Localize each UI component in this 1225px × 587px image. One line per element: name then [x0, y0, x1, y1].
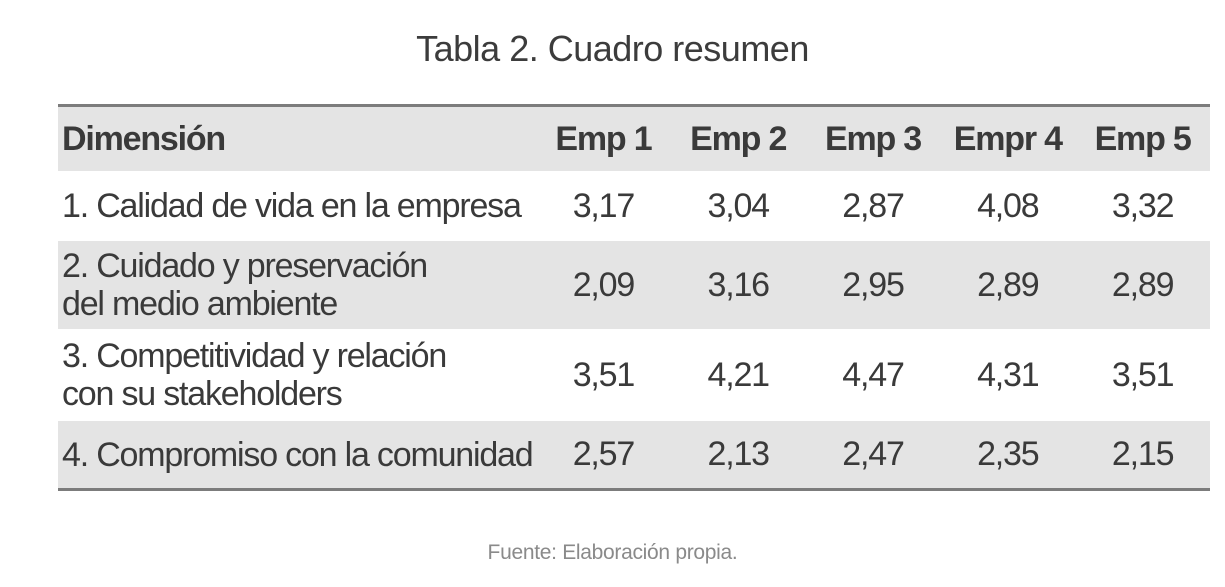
table-cell: 2,87	[842, 186, 905, 225]
summary-table-container: Dimensión Emp 1 Emp 2 Emp 3 Empr 4 Emp 5…	[58, 104, 1210, 491]
table-row: 2. Cuidado y preservación del medio ambi…	[58, 240, 1210, 330]
row-dimension-label: 1. Calidad de vida en la empresa	[62, 187, 522, 225]
table-cell: 4,47	[842, 355, 905, 394]
row-dimension-label: 3. Competitividad y relación con su stak…	[62, 337, 447, 413]
header-emp-1: Emp 1	[555, 119, 652, 158]
table-cell: 3,17	[572, 186, 636, 225]
table-cell: 2,89	[1111, 265, 1175, 304]
header-emp-5: Emp 5	[1094, 119, 1192, 158]
table-cell: 3,51	[572, 355, 636, 394]
table-cell: 2,15	[1111, 435, 1175, 473]
table-cell: 2,57	[572, 435, 636, 473]
summary-table: Dimensión Emp 1 Emp 2 Emp 3 Empr 4 Emp 5…	[58, 107, 1210, 488]
header-emp-2: Emp 2	[690, 119, 787, 158]
table-row: 4. Compromiso con la comunidad 2,57 2,13…	[58, 420, 1210, 488]
table-caption: Tabla 2. Cuadro resumen	[416, 28, 809, 69]
row-dimension-label: 4. Compromiso con la comunidad	[62, 435, 534, 474]
table-cell: 4,31	[977, 355, 1040, 394]
table-cell: 3,51	[1111, 355, 1175, 394]
header-dimension: Dimensión	[62, 119, 226, 158]
table-cell: 2,47	[842, 435, 905, 473]
table-header-row: Dimensión Emp 1 Emp 2 Emp 3 Empr 4 Emp 5	[58, 107, 1210, 172]
table-row: 1. Calidad de vida en la empresa 3,17 3,…	[58, 172, 1210, 240]
table-cell: 4,21	[707, 355, 771, 394]
header-emp-3: Emp 3	[824, 119, 922, 158]
header-emp-4: Empr 4	[953, 119, 1063, 158]
table-cell: 3,32	[1111, 186, 1175, 225]
table-row: 3. Competitividad y relación con su stak…	[58, 330, 1210, 420]
table-source-note: Fuente: Elaboración propia.	[487, 541, 738, 564]
table-cell: 2,95	[842, 265, 905, 304]
row-dimension-label: 2. Cuidado y preservación del medio ambi…	[62, 247, 428, 323]
table-cell: 2,09	[572, 265, 636, 304]
table-cell: 2,89	[977, 265, 1040, 304]
table-cell: 3,16	[707, 265, 771, 304]
table-cell: 4,08	[977, 186, 1040, 225]
table-cell: 2,13	[707, 435, 771, 473]
table-cell: 3,04	[707, 186, 771, 225]
table-cell: 2,35	[977, 435, 1040, 473]
